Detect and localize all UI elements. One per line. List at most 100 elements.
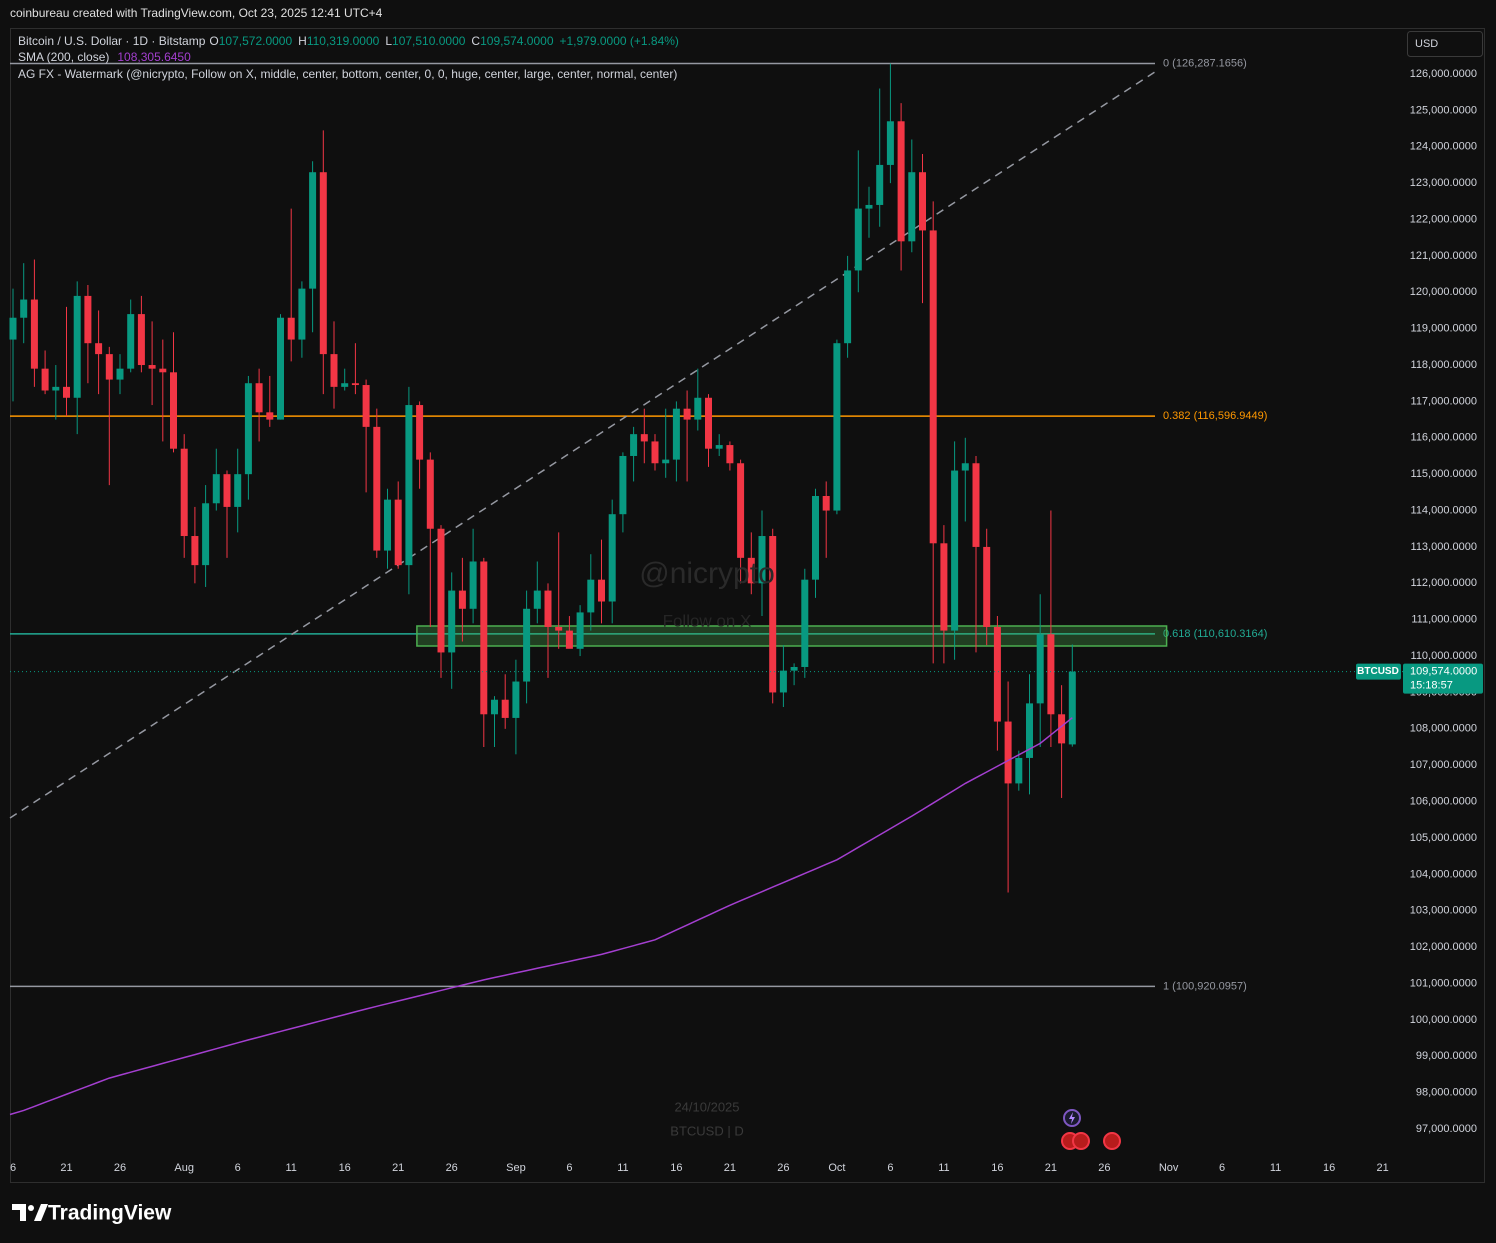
- y-tick-label: 125,000.0000: [1410, 104, 1477, 116]
- candle-body: [116, 368, 124, 380]
- candle-body: [223, 474, 231, 507]
- candle-body: [1026, 703, 1033, 758]
- event-icon[interactable]: [1103, 1132, 1121, 1150]
- candle-body: [769, 536, 777, 693]
- candle-body: [170, 372, 177, 449]
- candle-body: [41, 368, 49, 391]
- x-tick-label: 11: [617, 1162, 628, 1174]
- candle-body: [983, 546, 991, 627]
- candle-body: [30, 299, 38, 369]
- x-tick-label: 6: [235, 1162, 241, 1174]
- x-tick-label: 16: [991, 1162, 1003, 1174]
- logo-mark: [28, 1205, 34, 1211]
- candle-body: [63, 386, 70, 398]
- candle-body: [854, 208, 862, 271]
- y-tick-label: 101,000.0000: [1410, 977, 1477, 989]
- legend-title: Bitcoin / U.S. Dollar · 1D · Bitstamp: [18, 34, 206, 48]
- candle-body: [801, 579, 809, 667]
- y-tick-label: 114,000.0000: [1411, 504, 1477, 516]
- y-tick-label: 118,000.0000: [1411, 359, 1477, 371]
- x-tick-label: 26: [777, 1162, 789, 1174]
- x-tick-label: 16: [670, 1162, 682, 1174]
- candle-body: [437, 528, 445, 653]
- candle-body: [52, 386, 60, 391]
- y-tick-label: 123,000.0000: [1410, 177, 1477, 189]
- candle-body: [1015, 757, 1023, 784]
- candle-body: [747, 557, 755, 584]
- x-tick-label: 11: [1270, 1162, 1281, 1174]
- x-tick-label: 26: [1098, 1162, 1110, 1174]
- currency-button[interactable]: [1407, 31, 1483, 57]
- y-tick-label: 117,000.0000: [1411, 395, 1477, 407]
- candle-body: [640, 434, 648, 442]
- y-tick-label: 116,000.0000: [1411, 432, 1477, 444]
- candle-body: [576, 612, 584, 649]
- candle-body: [608, 514, 616, 602]
- logo-mark: [12, 1204, 26, 1221]
- candle-body: [705, 397, 712, 449]
- candle-body: [533, 590, 541, 609]
- candle-body: [469, 561, 477, 609]
- symbol-tag-label: BTCUSD: [1357, 666, 1399, 677]
- candle-body: [694, 397, 702, 420]
- candle-body: [1058, 714, 1066, 744]
- legend-change: +1,979.0000 (+1.84%): [560, 34, 679, 48]
- x-tick-label: Oct: [828, 1162, 845, 1174]
- candle-body: [480, 561, 488, 715]
- brand: TradingView: [48, 1202, 172, 1225]
- candle-body: [672, 408, 680, 460]
- watermark-sub: Follow on X: [663, 611, 752, 630]
- event-icons[interactable]: [1061, 1109, 1121, 1150]
- y-tick-label: 122,000.0000: [1410, 213, 1477, 225]
- y-tick-label: 106,000.0000: [1410, 796, 1477, 808]
- candle-body: [961, 463, 969, 471]
- candle-body: [9, 317, 17, 340]
- candle-body: [448, 590, 456, 653]
- x-tick-label: 21: [392, 1162, 404, 1174]
- x-tick-label: 21: [1045, 1162, 1057, 1174]
- candle-body: [105, 354, 113, 380]
- candle-body: [886, 121, 894, 165]
- y-tick-label: 98,000.0000: [1416, 1087, 1477, 1099]
- candle-body: [95, 343, 103, 355]
- legend-value: 110,319.0000: [307, 34, 380, 48]
- x-tick-label: 16: [1323, 1162, 1335, 1174]
- x-tick-label: 6: [1219, 1162, 1225, 1174]
- candle-body: [191, 536, 199, 566]
- brand-logo: [12, 1204, 48, 1221]
- candle-body: [362, 385, 370, 427]
- candle-body: [972, 463, 980, 547]
- currency[interactable]: USD: [1415, 38, 1438, 50]
- x-tick-label: 11: [938, 1162, 949, 1174]
- y-tick-label: 99,000.0000: [1416, 1050, 1477, 1062]
- sma-line: [9, 717, 1073, 1116]
- candle-body: [1068, 671, 1076, 745]
- candle-body: [897, 121, 905, 242]
- candle-body: [951, 470, 959, 631]
- candle-body: [565, 630, 573, 649]
- y-tick-label: 124,000.0000: [1410, 141, 1477, 153]
- candle-body: [426, 459, 434, 529]
- y-tick-label: 119,000.0000: [1411, 323, 1477, 335]
- legend-line: AG FX - Watermark (@nicrypto, Follow on …: [18, 67, 677, 81]
- candle-body: [737, 463, 745, 558]
- candle-body: [844, 270, 852, 344]
- y-tick-label: 110,000.0000: [1411, 650, 1477, 662]
- candle-body: [234, 474, 242, 507]
- level-label: 1 (100,920.0957): [1163, 980, 1247, 992]
- y-tick-label: 107,000.0000: [1410, 759, 1477, 771]
- indicator-name: AG FX - Watermark (@nicrypto, Follow on …: [18, 67, 677, 81]
- candle-body: [127, 314, 135, 369]
- x-tick-label: 11: [285, 1162, 296, 1174]
- legend-line: Bitcoin / U.S. Dollar · 1D · Bitstamp O10…: [18, 34, 679, 48]
- candle-body: [341, 383, 349, 387]
- logo-mark: [34, 1204, 48, 1221]
- x-tick-label: 21: [724, 1162, 736, 1174]
- candle-body: [84, 295, 92, 344]
- candle-body: [630, 434, 638, 456]
- candle-body: [309, 172, 317, 289]
- candle-body: [993, 626, 1001, 722]
- event-icon[interactable]: [1072, 1132, 1090, 1150]
- candle-body: [812, 496, 819, 580]
- y-tick-label: 112,000.0000: [1411, 577, 1477, 589]
